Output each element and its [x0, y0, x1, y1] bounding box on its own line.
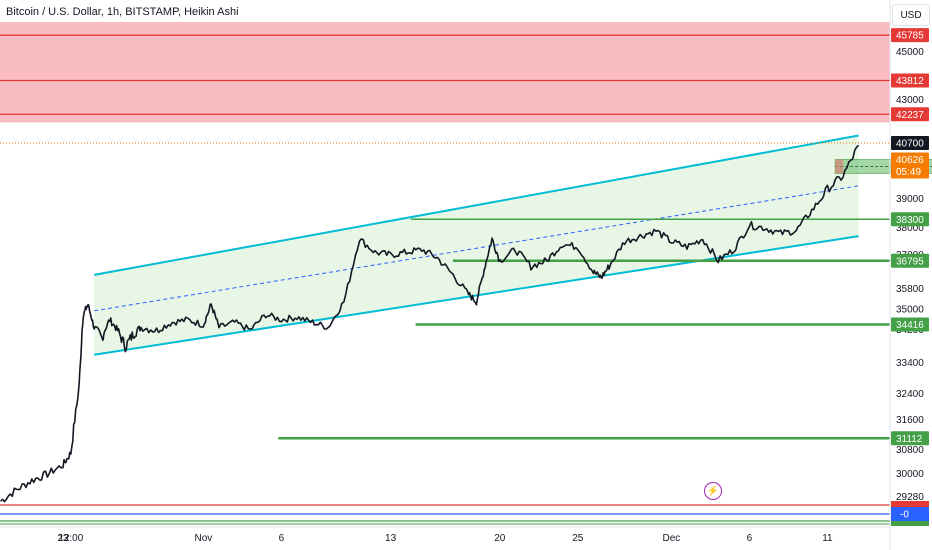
x-tick-label: 12:00: [58, 533, 83, 544]
y-tick-label: 32400: [896, 389, 924, 400]
support-tag-34416-bg: [891, 317, 929, 332]
current-price-tag: 40626: [896, 155, 924, 166]
x-tick-label: 20: [494, 533, 506, 544]
y-tick-label: 30800: [896, 445, 924, 456]
channel-mid-line: [94, 185, 859, 312]
channel-fill: [94, 135, 859, 355]
y-tick-label: 35800: [896, 284, 924, 295]
lightning-icon[interactable]: ⚡: [704, 482, 722, 500]
support-tag-34416: 34416: [896, 320, 924, 331]
chart-title: Bitcoin / U.S. Dollar, 1h, BITSTAMP, Hei…: [6, 6, 239, 18]
last-price-tag-bg: [891, 136, 929, 150]
bottom-blue-tag: -0: [900, 510, 909, 521]
y-tick-label: 30000: [896, 469, 924, 480]
resistance-tag-42237-bg: [891, 107, 929, 122]
support-tag-38300: 38300: [896, 215, 924, 226]
channel-lower-line: [94, 235, 859, 356]
bottom-green-tag: [891, 521, 929, 526]
channel-layer: [94, 134, 859, 356]
y-tick-label: 31600: [896, 415, 924, 426]
bottom-blue-tag-bg: [891, 507, 929, 521]
y-tick-label: 33400: [896, 358, 924, 369]
y-tick-label: 43000: [896, 95, 924, 106]
resistance-tag-45785: 45785: [896, 31, 924, 42]
currency-selector[interactable]: USD: [892, 4, 930, 26]
resistance-tag-43812-bg: [891, 73, 929, 88]
support-tag-36795: 36795: [896, 256, 924, 267]
resistance-zone-layer: [0, 22, 890, 123]
x-tick-label: Nov: [195, 533, 213, 544]
support-tag-38300-bg: [891, 212, 929, 227]
target-zone-entry: [835, 159, 844, 174]
countdown-tag: 05:49: [896, 167, 921, 178]
resistance-zone: [0, 22, 890, 123]
x-tick-label: 25: [572, 533, 584, 544]
bottom-red-tag: [891, 501, 929, 507]
price-tags-layer: 45785 43812 42237 38300 36795 34416 31112 40700…: [891, 28, 929, 526]
y-tick-label: 29280: [896, 492, 924, 503]
resistance-tag-43812: 43812: [896, 76, 924, 87]
current-price-tag-bg: [891, 152, 929, 179]
x-tick-label: Dec: [663, 533, 681, 544]
channel-upper-line: [94, 134, 859, 276]
price-series-layer: [0, 144, 860, 503]
x-tick-label: 6: [747, 533, 753, 544]
support-tag-36795-bg: [891, 253, 929, 268]
y-tick-label: 38000: [896, 223, 924, 234]
y-tick-label: 39000: [896, 194, 924, 205]
x-tick-label: 13: [385, 533, 397, 544]
y-tick-label: 35000: [896, 305, 924, 316]
resistance-tag-42237: 42237: [896, 110, 924, 121]
resistance-tag-45785-bg: [891, 28, 929, 43]
x-tick-label: 6: [279, 533, 285, 544]
support-tag-31112-bg: [891, 431, 929, 446]
x-tick-label: 23: [57, 533, 69, 544]
last-price-tag: 40700: [896, 139, 924, 150]
support-tag-31112: 31112: [896, 434, 923, 445]
y-tick-label: 45000: [896, 47, 924, 58]
price-series: [0, 144, 860, 503]
x-tick-label: 11: [822, 533, 833, 544]
